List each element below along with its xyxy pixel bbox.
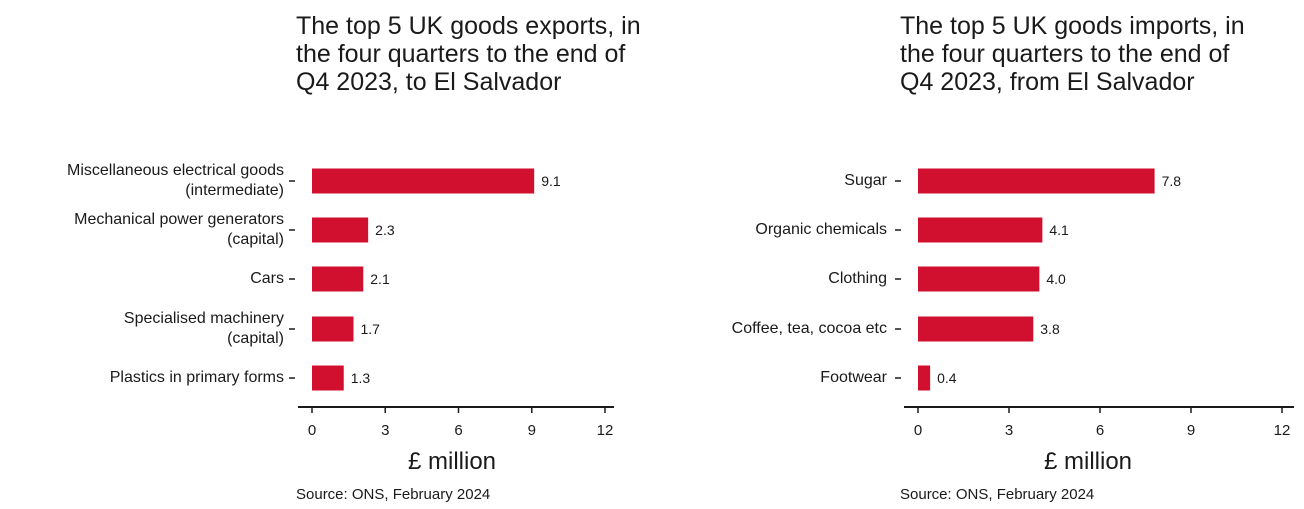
- source-note: Source: ONS, February 2024: [900, 486, 1095, 503]
- category-label: Miscellaneous electrical goods (intermed…: [67, 162, 284, 199]
- category-label: Mechanical power generators (capital): [74, 211, 284, 248]
- value-label: 9.1: [541, 173, 561, 189]
- plot-area: [895, 168, 1294, 413]
- value-label: 2.3: [375, 222, 395, 238]
- category-label: Clothing: [828, 270, 887, 287]
- x-tick-label: 6: [454, 422, 463, 439]
- category-label: Specialised machinery (capital): [123, 310, 284, 347]
- category-label: Cars: [250, 270, 284, 287]
- chart-title: The top 5 UK goods imports, in the four …: [900, 12, 1245, 96]
- x-tick-label: 3: [381, 422, 390, 439]
- category-label: Coffee, tea, cocoa etc: [731, 320, 887, 337]
- x-tick-label: 0: [307, 422, 317, 439]
- value-label: 7.8: [1161, 173, 1182, 189]
- value-label: 2.1: [370, 271, 390, 287]
- category-label: Footwear: [820, 369, 887, 386]
- value-label: 1.3: [350, 370, 371, 386]
- bar: [312, 168, 535, 194]
- x-tick-label: 12: [1273, 422, 1291, 439]
- exports-chart: The top 5 UK goods exports, in the four …: [67, 12, 641, 503]
- category-label: Organic chemicals: [755, 221, 887, 238]
- bar: [312, 365, 344, 391]
- plot-area: [289, 168, 614, 413]
- bar: [918, 365, 931, 391]
- value-label: 1.7: [360, 321, 380, 337]
- bar: [312, 266, 364, 292]
- bar: [312, 217, 369, 243]
- bar: [918, 316, 1034, 342]
- value-label: 0.4: [937, 370, 957, 386]
- x-tick-label: 9: [1186, 422, 1196, 439]
- bar: [918, 266, 1040, 292]
- category-label: Sugar: [844, 172, 887, 189]
- imports-chart: The top 5 UK goods imports, in the four …: [652, 0, 1304, 509]
- x-tick-label: 3: [1004, 422, 1014, 439]
- value-label: 3.8: [1040, 321, 1060, 337]
- x-tick-label: 6: [1095, 422, 1105, 439]
- source-note: Source: ONS, February 2024: [296, 486, 491, 503]
- value-label: 4.1: [1049, 222, 1069, 238]
- value-label: 4.0: [1046, 271, 1066, 287]
- x-tick-label: 9: [527, 422, 536, 439]
- bar: [918, 217, 1043, 243]
- chart-title: The top 5 UK goods exports, in the four …: [296, 12, 641, 96]
- x-axis-label: £ million: [1044, 448, 1133, 475]
- bar: [918, 168, 1155, 194]
- bar: [312, 316, 354, 342]
- x-tick-label: 12: [596, 422, 614, 439]
- x-axis-label: £ million: [408, 448, 497, 475]
- category-label: Plastics in primary forms: [109, 369, 284, 386]
- x-tick-label: 0: [913, 422, 923, 439]
